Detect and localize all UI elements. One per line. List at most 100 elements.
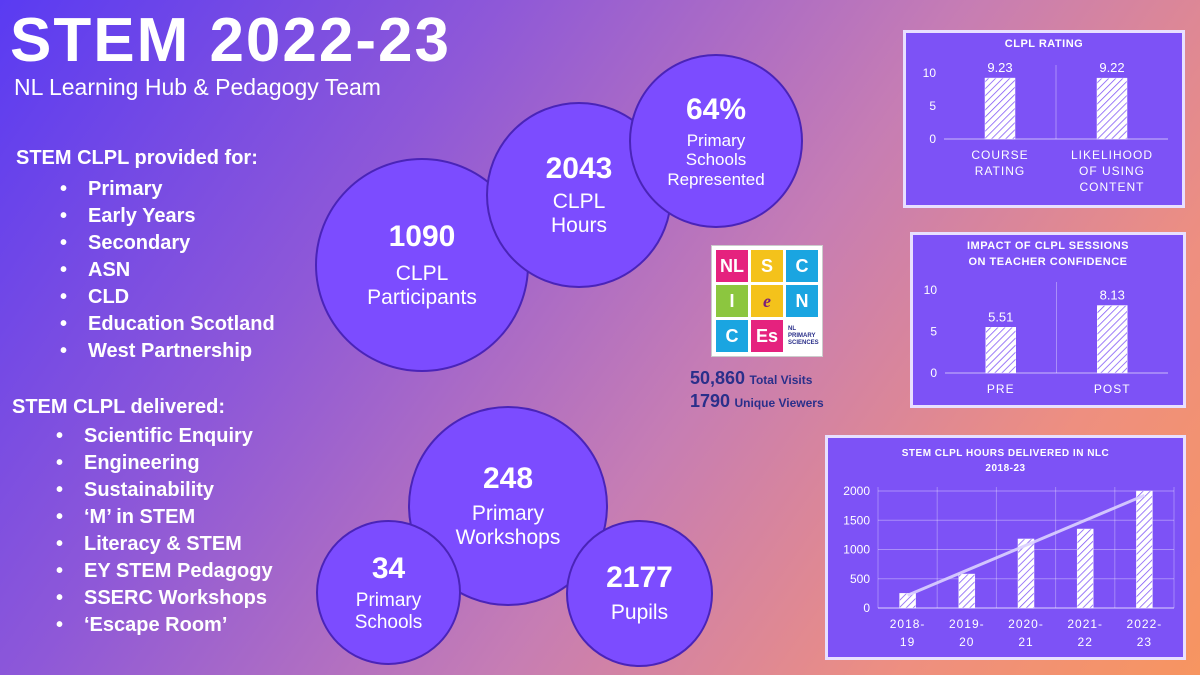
delivered-section: STEM CLPL delivered: Scientific Enquiry … (12, 396, 273, 639)
hours-value: 2043 (545, 151, 613, 185)
x-tick-label: 2018- (890, 617, 926, 631)
x-tick-label: 21 (1018, 635, 1033, 649)
y-tick-label: 1500 (843, 513, 870, 527)
list-item: Primary (60, 176, 275, 203)
x-tick-label: LIKELIHOOD (1071, 148, 1153, 162)
list-item: ‘M’ in STEM (56, 504, 273, 531)
visits-value: 50,860 (690, 368, 746, 388)
list-item: Scientific Enquiry (56, 423, 273, 450)
schools-label-1: Primary (355, 589, 422, 611)
schools-pct-label-2: Schools (685, 150, 747, 170)
chart-title: STEM CLPL HOURS DELIVERED IN NLC (902, 448, 1110, 459)
bar (899, 593, 916, 609)
pupils-label-1: Pupils (610, 601, 669, 625)
hours-delivered-panel: STEM CLPL HOURS DELIVERED IN NLC 2018-23 0… (825, 435, 1186, 660)
bar (984, 77, 1016, 140)
provided-list: Primary Early Years Secondary ASN CLD Ed… (60, 176, 275, 365)
participants-label-1: CLPL (395, 261, 449, 285)
workshops-value: 248 (482, 461, 534, 495)
page-subtitle: NL Learning Hub & Pedagogy Team (14, 74, 381, 100)
confidence-chart: IMPACT OF CLPL SESSIONS ON TEACHER CONFID… (924, 240, 1168, 396)
pupils-value: 2177 (606, 561, 673, 595)
logo-tile: I (716, 285, 748, 317)
schools-pct-label-3: Represented (667, 169, 765, 189)
logo-tile: C (786, 250, 818, 282)
y-tick-label: 5 (930, 325, 937, 339)
visits-label: Total Visits (749, 373, 813, 387)
list-item: West Partnership (60, 338, 275, 365)
bar (1017, 538, 1035, 609)
chart-title: 2018-23 (985, 463, 1025, 474)
web-stats: 50,860 Total Visits 1790 Unique Viewers (690, 368, 850, 412)
hours-label-1: CLPL (552, 189, 606, 213)
y-tick-label: 500 (850, 572, 870, 586)
list-item: CLD (60, 284, 275, 311)
bar (985, 327, 1016, 374)
page-title: STEM 2022-23 (10, 6, 451, 75)
x-tick-label: 22 (1078, 635, 1093, 649)
hours-label-2: Hours (550, 214, 608, 237)
bar (958, 573, 976, 609)
logo-tile: S (751, 250, 783, 282)
bar (1097, 305, 1128, 374)
schools-circle: 34 Primary Schools (316, 520, 461, 665)
logo-tile: Es (751, 320, 783, 352)
participants-value: 1090 (388, 219, 456, 253)
workshops-label-2: Workshops (455, 526, 561, 549)
bar (1076, 528, 1094, 609)
schools-pct-circle: 64% Primary Schools Represented (629, 54, 803, 228)
logo-tile: NL (716, 250, 748, 282)
x-tick-label: 20 (959, 635, 974, 649)
schools-pct-label-1: Primary (686, 130, 746, 150)
logo-tile: N (786, 285, 818, 317)
participants-label-2: Participants (367, 286, 477, 309)
workshops-label-1: Primary (471, 501, 545, 525)
x-tick-label: CONTENT (1080, 180, 1145, 194)
bar (1136, 490, 1153, 609)
list-item: Engineering (56, 450, 273, 477)
x-tick-label: COURSE (971, 148, 1028, 162)
schools-pct-value: 64% (685, 92, 747, 126)
logo-tile: e (751, 285, 783, 317)
clpl-rating-chart: CLPL RATING 0 5 10 9.23 COURSE RATING 9.22 LIKEL… (923, 38, 1168, 194)
logo-tile: C (716, 320, 748, 352)
chart-title: CLPL RATING (1005, 38, 1083, 50)
y-tick-label: 0 (929, 132, 936, 146)
y-tick-label: 10 (923, 66, 937, 80)
list-item: SSERC Workshops (56, 585, 273, 612)
nl-primary-sciences-logo: NL S C I e N C Es NL PRIMARY SCIENCES (711, 245, 823, 357)
schools-value: 34 (371, 551, 406, 585)
clpl-rating-panel: CLPL RATING 0 5 10 9.23 COURSE RATING 9.22 LIKEL… (903, 30, 1185, 208)
list-item: Sustainability (56, 477, 273, 504)
viewers-label: Unique Viewers (734, 396, 824, 410)
x-tick-label: 2021- (1067, 617, 1103, 631)
chart-title: IMPACT OF CLPL SESSIONS (967, 240, 1129, 252)
chart-title: ON TEACHER CONFIDENCE (968, 256, 1127, 268)
list-item: ‘Escape Room’ (56, 612, 273, 639)
y-tick-label: 0 (930, 366, 937, 380)
bar-value-label: 5.51 (988, 309, 1013, 324)
bar-value-label: 8.13 (1100, 288, 1125, 303)
list-item: Secondary (60, 230, 275, 257)
delivered-list: Scientific Enquiry Engineering Sustainab… (56, 423, 273, 639)
list-item: Education Scotland (60, 311, 275, 338)
bar-value-label: 9.22 (1099, 60, 1124, 75)
pupils-circle: 2177 Pupils (566, 520, 713, 667)
x-tick-label: 2020- (1008, 617, 1044, 631)
x-tick-label: 23 (1137, 635, 1152, 649)
x-tick-label: OF USING (1079, 164, 1145, 178)
bar (1096, 77, 1128, 140)
delivered-heading: STEM CLPL delivered: (12, 396, 226, 418)
list-item: Early Years (60, 203, 275, 230)
confidence-panel: IMPACT OF CLPL SESSIONS ON TEACHER CONFID… (910, 232, 1186, 408)
provided-section: STEM CLPL provided for: Primary Early Ye… (16, 147, 275, 365)
x-tick-label: POST (1094, 382, 1131, 396)
list-item: Literacy & STEM (56, 531, 273, 558)
schools-label-2: Schools (354, 611, 423, 633)
y-tick-label: 1000 (843, 543, 870, 557)
y-tick-label: 5 (929, 99, 936, 113)
viewers-value: 1790 (690, 391, 731, 411)
bar-value-label: 9.23 (987, 60, 1012, 75)
y-tick-label: 0 (863, 601, 870, 615)
logo-caption: NL PRIMARY SCIENCES (788, 326, 819, 346)
